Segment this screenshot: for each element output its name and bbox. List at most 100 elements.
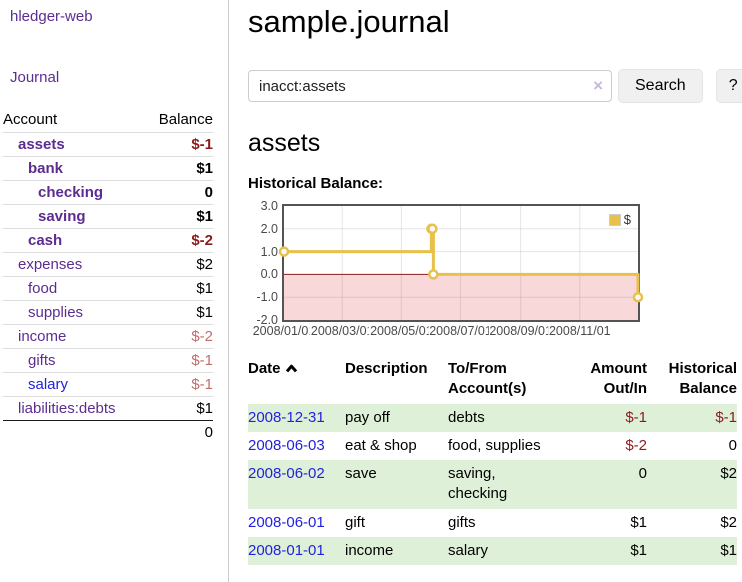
- chart-x-axis: 2008/01/01 2008/03/01 2008/05/01 2008/07/01…: [251, 322, 668, 340]
- sidebar-account-link[interactable]: gifts: [28, 352, 56, 369]
- y-axis-tick-label: -1.0: [256, 290, 278, 305]
- register-description-cell: income: [345, 541, 394, 559]
- sidebar-account-cell: saving: [3, 204, 108, 229]
- accounts-total-row: 0: [3, 420, 213, 444]
- sidebar-account-link[interactable]: saving: [38, 208, 86, 225]
- register-balance-cell: $1: [720, 541, 737, 559]
- search-button[interactable]: Search: [618, 69, 703, 103]
- x-axis-tick-label: 2008/09/01: [488, 324, 553, 338]
- register-header-balance: Historical Balance: [668, 360, 737, 398]
- sidebar-account-row: saving $1: [3, 204, 213, 229]
- transaction-date-link[interactable]: 2008-01-01: [248, 541, 325, 559]
- sidebar-account-balance: $-1: [108, 372, 213, 397]
- nav-journal-link[interactable]: Journal: [10, 69, 60, 86]
- y-axis-tick-label: 3.0: [260, 199, 278, 213]
- sidebar-account-link[interactable]: bank: [28, 160, 64, 177]
- sidebar-account-cell: income: [3, 324, 108, 349]
- register-amount-cell: $1: [630, 541, 647, 559]
- x-axis-tick-label: 2008/03/01: [309, 324, 375, 338]
- balance-chart: 3.0 2.0 1.0 0.0 -1.0 -2.0 $ 2008/01/01 2008/03…: [248, 199, 668, 340]
- account-heading: assets: [248, 129, 321, 157]
- sidebar-account-balance: $-2: [108, 228, 213, 253]
- transaction-date-link[interactable]: 2008-12-31: [248, 408, 325, 426]
- sidebar-account-cell: liabilities:debts: [3, 396, 116, 421]
- register-row: 2008-06-02 save saving, checking 0 $2: [248, 460, 737, 509]
- register-row: 2008-06-03 eat & shop food, supplies $-2 0: [248, 432, 737, 460]
- clear-search-icon[interactable]: ×: [593, 76, 603, 96]
- register-header-description: Description: [345, 360, 428, 377]
- sidebar-account-balance: $-2: [108, 324, 213, 349]
- app-brand-link[interactable]: hledger-web: [10, 8, 93, 25]
- x-axis-tick-label: 2008/07/01: [428, 324, 493, 338]
- accounts-header-account: Account: [3, 111, 58, 128]
- sidebar-account-balance: $2: [108, 252, 213, 277]
- register-balance-cell: $2: [720, 465, 737, 482]
- help-button[interactable]: ?: [715, 69, 742, 103]
- search-form: × Search ?: [248, 69, 742, 103]
- sidebar-account-balance: $-1: [108, 132, 213, 157]
- sidebar-account-link[interactable]: cash: [28, 232, 63, 249]
- accounts-total-balance: 0: [108, 420, 213, 444]
- sidebar-account-balance: $1: [108, 276, 213, 301]
- register-amount-cell: $-1: [625, 408, 647, 426]
- search-input-wrap: ×: [248, 70, 612, 102]
- sidebar-account-cell: assets: [3, 132, 108, 157]
- register-date-cell: 2008-12-31: [248, 404, 345, 432]
- main-content: sample.journal × Search ? assets Histori…: [229, 0, 742, 582]
- register-header-date[interactable]: Date: [248, 357, 345, 404]
- accounts-total-spacer: [3, 420, 108, 444]
- sidebar-account-row: cash $-2: [3, 228, 213, 253]
- x-axis-tick-label: 2008/11/01: [547, 324, 612, 338]
- register-accounts-cell: food, supplies: [448, 436, 541, 454]
- register-header-tofrom: To/From Account(s): [448, 360, 527, 398]
- series-swatch-icon: [608, 213, 621, 226]
- chart-plot-area: $: [278, 204, 644, 322]
- series-label: $: [623, 212, 631, 227]
- date-header-label: Date: [248, 360, 281, 377]
- accounts-table: Account Balance assets $-1 bank $1 checking 0…: [3, 108, 213, 444]
- sidebar: hledger-web Journal Account Balance asse…: [0, 0, 229, 582]
- register-amount-cell: 0: [638, 465, 647, 482]
- sort-ascending-icon: [285, 364, 297, 373]
- sidebar-account-link[interactable]: assets: [18, 136, 65, 153]
- sidebar-account-balance: $1: [108, 204, 213, 229]
- register-amount-cell: $-2: [625, 436, 647, 454]
- y-axis-tick-label: 2.0: [260, 221, 278, 236]
- sidebar-account-cell: salary: [3, 372, 108, 397]
- register-row: 2008-12-31 pay off debts $-1 $-1: [248, 403, 737, 432]
- sidebar-account-link[interactable]: salary: [28, 376, 69, 393]
- register-amount-cell: $1: [630, 513, 647, 531]
- transaction-date-link[interactable]: 2008-06-03: [248, 436, 325, 454]
- accounts-header-row: Account Balance: [3, 108, 213, 133]
- sidebar-account-link[interactable]: supplies: [28, 304, 84, 321]
- register-accounts-cell: debts: [448, 408, 485, 426]
- transaction-date-link[interactable]: 2008-06-01: [248, 513, 325, 531]
- register-date-cell: 2008-06-01: [248, 509, 345, 537]
- sidebar-account-link[interactable]: income: [18, 328, 67, 345]
- x-axis-tick-label: 2008/05/01: [369, 324, 434, 338]
- accounts-header-balance: Balance: [158, 111, 213, 128]
- sidebar-account-balance: $-1: [108, 348, 213, 373]
- sidebar-account-link[interactable]: liabilities:debts: [18, 400, 116, 417]
- sidebar-account-link[interactable]: expenses: [18, 256, 83, 273]
- chart-legend: $: [608, 212, 631, 227]
- register-date-cell: 2008-01-01: [248, 537, 345, 565]
- sidebar-account-cell: bank: [3, 156, 108, 181]
- page-title: sample.journal: [248, 4, 450, 39]
- transaction-date-link[interactable]: 2008-06-02: [248, 465, 325, 482]
- register-date-cell: 2008-06-03: [248, 432, 345, 460]
- sidebar-account-cell: supplies: [3, 300, 108, 325]
- sidebar-account-link[interactable]: checking: [38, 184, 104, 201]
- register-date-cell: 2008-06-02: [248, 460, 345, 509]
- register-table: Date Description To/From Account(s) Amou…: [248, 357, 737, 565]
- sidebar-account-row: income $-2: [3, 324, 213, 349]
- sidebar-account-cell: cash: [3, 228, 108, 253]
- sidebar-account-row: salary $-1: [3, 372, 213, 397]
- register-header-row: Date Description To/From Account(s) Amou…: [248, 357, 737, 404]
- sidebar-account-row: food $1: [3, 276, 213, 301]
- search-input[interactable]: [248, 70, 612, 102]
- sidebar-account-link[interactable]: food: [28, 280, 58, 297]
- sidebar-account-cell: checking: [3, 180, 108, 205]
- sidebar-account-balance: $1: [108, 156, 213, 181]
- sidebar-account-balance: $1: [108, 300, 213, 325]
